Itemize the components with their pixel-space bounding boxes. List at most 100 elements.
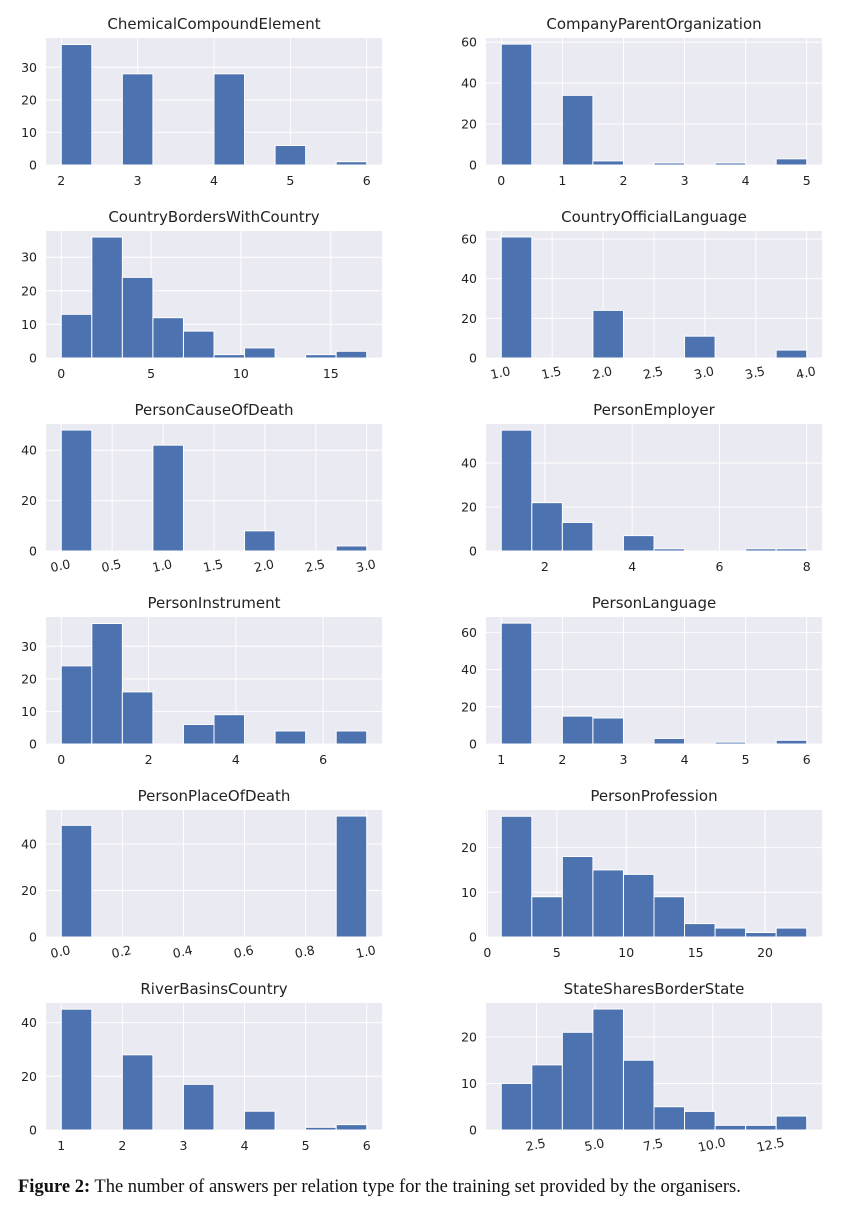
y-tick-label: 20 <box>21 92 37 107</box>
histogram-bar <box>121 1054 154 1131</box>
x-tick-label: 0.4 <box>171 942 194 961</box>
y-tick-label: 0 <box>469 351 477 366</box>
histogram-bar <box>213 714 246 745</box>
y-tick-label: 0 <box>469 544 477 559</box>
x-tick-label: 10 <box>618 945 634 960</box>
histogram-bar <box>561 715 594 745</box>
y-tick-label: 10 <box>461 885 477 900</box>
histogram-bar <box>622 1059 655 1131</box>
x-tick-label: 5 <box>803 173 811 188</box>
x-tick-label: 12.5 <box>755 1134 785 1154</box>
y-tick-label: 0 <box>29 930 37 945</box>
chart-title: PersonInstrument <box>148 594 281 612</box>
histogram-bar <box>714 1124 747 1131</box>
y-tick-label: 0 <box>469 737 477 752</box>
histogram-bar <box>182 330 215 359</box>
histogram-bar <box>622 535 655 552</box>
x-tick-label: 10 <box>233 366 249 381</box>
histogram-bar <box>335 545 368 552</box>
histogram-bar <box>653 896 686 938</box>
chart-person-profession: PersonProfession 0 10 20 0 5 10 15 20 <box>461 787 822 960</box>
x-tick-label: 0.6 <box>232 942 255 961</box>
y-tick-label: 40 <box>21 1015 37 1030</box>
histogram-bar <box>622 873 655 938</box>
y-tick-label: 0 <box>29 544 37 559</box>
x-tick-label: 5 <box>147 366 155 381</box>
chart-country-borders-with-country: CountryBordersWithCountry 0 10 20 30 0 5 10 15 <box>21 208 382 381</box>
x-tick-label: 4.0 <box>795 363 818 382</box>
x-tick-label: 0 <box>483 945 491 960</box>
x-tick-label: 6 <box>803 752 811 767</box>
y-tick-label: 20 <box>461 311 477 326</box>
histogram-bar <box>653 737 686 745</box>
chart-country-official-language: CountryOfficialLanguage 0 20 40 60 1.0 1.5 2.0 2… <box>461 208 822 382</box>
x-tick-label: 2.5 <box>304 556 327 575</box>
y-tick-label: 20 <box>21 283 37 298</box>
x-tick-label: 1.0 <box>151 556 174 575</box>
caption-label: Figure 2: <box>18 1177 91 1197</box>
x-tick-label: 1.0 <box>355 942 378 961</box>
x-tick-label: 4 <box>628 559 636 574</box>
y-tick-label: 20 <box>461 117 477 132</box>
y-tick-label: 20 <box>21 883 37 898</box>
histogram-bar <box>335 161 368 166</box>
histogram-bar <box>91 623 123 745</box>
histogram-bar <box>91 236 123 359</box>
x-tick-label: 0.0 <box>49 556 72 575</box>
histogram-bar <box>244 530 276 552</box>
chart-title: PersonEmployer <box>593 401 715 419</box>
y-tick-label: 20 <box>461 1029 477 1044</box>
histogram-bar <box>775 739 808 745</box>
histogram-bar <box>684 1110 716 1131</box>
y-tick-label: 60 <box>461 35 477 50</box>
histogram-bar <box>244 347 276 359</box>
chart-title: CountryBordersWithCountry <box>108 208 319 226</box>
histogram-bar <box>684 923 716 938</box>
histogram-bar <box>335 730 368 745</box>
y-tick-label: 20 <box>461 840 477 855</box>
x-tick-label: 5 <box>742 752 750 767</box>
histogram-bar <box>500 622 533 745</box>
histogram-bar <box>335 815 368 938</box>
histogram-bar <box>653 162 686 166</box>
chart-title: PersonLanguage <box>592 594 716 612</box>
x-tick-label: 5.0 <box>583 1135 606 1154</box>
y-tick-label: 40 <box>461 662 477 677</box>
histogram-bar <box>745 1124 777 1131</box>
y-tick-label: 40 <box>461 456 477 471</box>
y-tick-label: 0 <box>29 1123 37 1138</box>
histogram-bar <box>745 932 777 938</box>
y-tick-label: 20 <box>461 500 477 515</box>
y-tick-label: 20 <box>21 671 37 686</box>
histogram-bar <box>775 548 808 552</box>
histogram-bar <box>213 73 246 166</box>
x-tick-label: 3 <box>619 752 627 767</box>
y-tick-label: 30 <box>21 250 37 265</box>
x-tick-label: 1 <box>497 752 505 767</box>
x-tick-label: 4 <box>232 752 240 767</box>
histogram-bar <box>335 1124 368 1131</box>
histogram-bar <box>775 1115 808 1131</box>
y-tick-label: 20 <box>21 1069 37 1084</box>
chart-person-place-of-death: PersonPlaceOfDeath 0 20 40 0.0 0.2 0.4 0.6 0.8 1.… <box>21 787 382 961</box>
x-tick-label: 5 <box>553 945 561 960</box>
y-tick-label: 10 <box>21 704 37 719</box>
x-tick-label: 6 <box>363 173 371 188</box>
chart-river-basins-country: RiverBasinsCountry 0 20 40 1 2 3 4 5 6 <box>21 980 382 1153</box>
x-tick-label: 2 <box>118 1138 126 1153</box>
y-tick-label: 10 <box>21 317 37 332</box>
chart-title: ChemicalCompoundElement <box>107 15 320 33</box>
y-tick-label: 40 <box>21 836 37 851</box>
x-tick-label: 1 <box>558 173 566 188</box>
x-tick-label: 5 <box>286 173 294 188</box>
chart-person-employer: PersonEmployer 0 20 40 2 4 6 8 <box>461 401 822 574</box>
y-tick-label: 0 <box>29 351 37 366</box>
histogram-bar <box>561 94 594 166</box>
histogram-bar <box>653 1106 686 1131</box>
x-tick-label: 0.0 <box>49 942 72 961</box>
y-tick-label: 10 <box>461 1076 477 1091</box>
chart-title: RiverBasinsCountry <box>140 980 287 998</box>
x-tick-label: 0.8 <box>293 942 316 961</box>
chart-state-shares-border-state: StateSharesBorderState 0 10 20 2.5 5.0 7.5 10.0… <box>461 980 822 1155</box>
